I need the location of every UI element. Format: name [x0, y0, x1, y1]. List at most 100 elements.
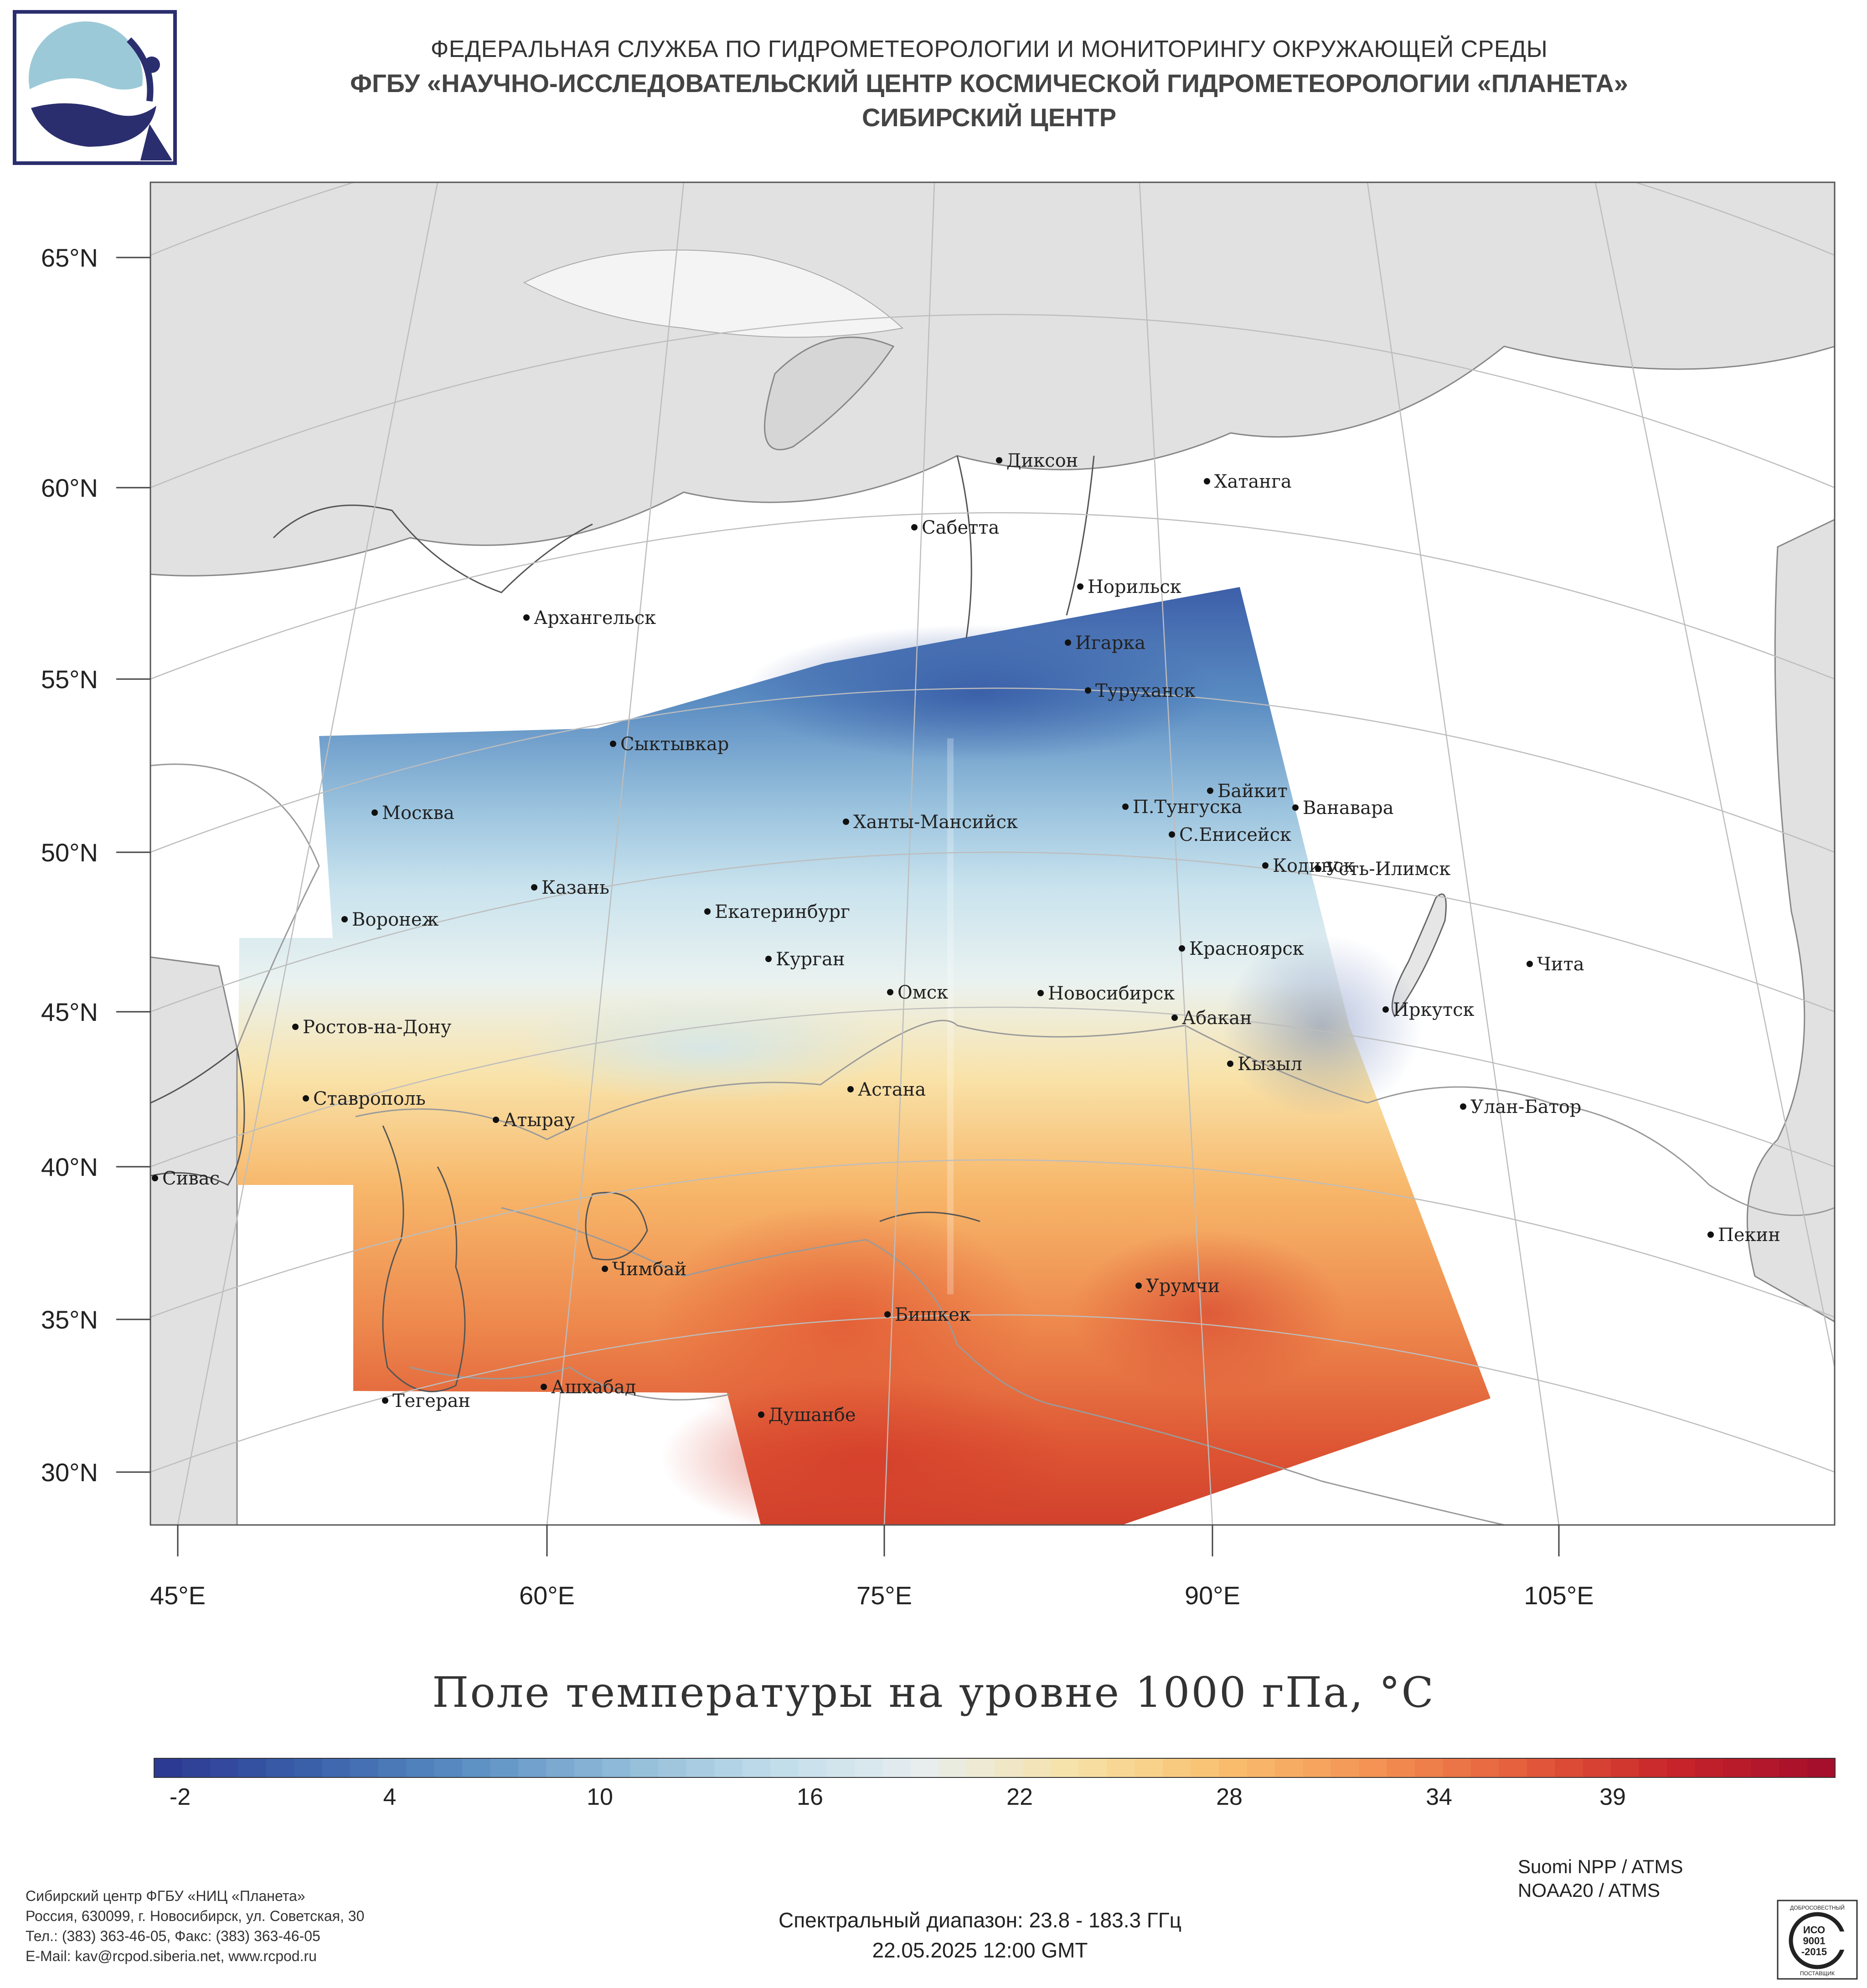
colorbar-segment	[1499, 1758, 1527, 1777]
coastlines	[150, 455, 1095, 1392]
lat-label: 30°N	[41, 1458, 98, 1487]
city-label: Сыктывкар	[620, 734, 729, 755]
footer-email: E-Mail: kav@rcpod.siberia.net, www.rcpod…	[26, 1948, 317, 1964]
warm-core-tarim	[1071, 1231, 1345, 1395]
city-marker: Чимбай	[602, 1259, 686, 1280]
colorbar-segment	[1667, 1758, 1696, 1777]
colorbar-segment	[770, 1758, 799, 1777]
observation-datetime: 22.05.2025 12:00 GMT	[872, 1938, 1088, 1962]
colorbar-segment	[266, 1758, 295, 1777]
arctic-islands	[523, 249, 904, 338]
city-label: Сивас	[162, 1168, 220, 1189]
lon-label: 45°E	[150, 1581, 206, 1610]
city-dot	[382, 1397, 388, 1404]
city-marker: Ванавара	[1292, 798, 1394, 819]
map-title: Поле температуры на уровне 1000 гПа, °C	[432, 1668, 1435, 1717]
colorbar-tick-label: 28	[1216, 1784, 1243, 1810]
colorbar-segment	[350, 1758, 379, 1777]
colorbar-segment	[910, 1758, 939, 1777]
city-dot	[1262, 862, 1269, 869]
northern-land	[150, 182, 1835, 577]
city-marker: Диксон	[996, 450, 1078, 471]
city-dot	[887, 989, 893, 995]
city-dot	[765, 956, 772, 962]
city-marker: Ханты-Мансийск	[843, 812, 1018, 833]
colorbar-segment	[1078, 1758, 1107, 1777]
colorbar-segment	[1191, 1758, 1219, 1777]
city-label: Москва	[382, 803, 454, 824]
city-dot	[1292, 804, 1299, 811]
colorbar-segment	[714, 1758, 743, 1777]
colorbar-segment	[826, 1758, 855, 1777]
city-marker: Игарка	[1065, 633, 1145, 654]
colorbar-segment	[1162, 1758, 1191, 1777]
iso-line-1: ИСО	[1803, 1924, 1825, 1936]
colorbar-segment	[742, 1758, 771, 1777]
colorbar-segment	[1135, 1758, 1163, 1777]
lat-label: 45°N	[41, 998, 98, 1026]
logo	[13, 10, 177, 165]
balkhash-coast	[879, 1211, 980, 1222]
warm-core-central-asia	[652, 1203, 1035, 1440]
colorbar-segment	[322, 1758, 351, 1777]
city-dot	[1179, 945, 1185, 952]
colorbar-segment	[1247, 1758, 1275, 1777]
city-marker: Архангельск	[523, 608, 656, 628]
colorbar-segment	[1443, 1758, 1471, 1777]
city-marker: Екатеринбург	[704, 901, 850, 922]
city-label: Душанбе	[768, 1405, 856, 1426]
city-dot	[1227, 1061, 1233, 1067]
colorbar-segment	[1387, 1758, 1415, 1777]
city-label: Норильск	[1088, 577, 1181, 597]
lon-label: 60°E	[519, 1581, 575, 1610]
white-sea-coast	[273, 505, 593, 593]
city-dot	[1077, 583, 1083, 590]
footer-address: Россия, 630099, г. Новосибирск, ул. Сове…	[26, 1908, 365, 1924]
city-marker: Омск	[887, 982, 948, 1003]
lon-label: 75°E	[856, 1581, 912, 1610]
city-marker: Казань	[531, 877, 609, 898]
city-marker: Ставрополь	[303, 1088, 426, 1109]
city-dot	[541, 1384, 547, 1390]
swath-seam	[947, 738, 954, 1294]
novaya-zemlya	[764, 336, 895, 451]
colorbar-segment	[658, 1758, 687, 1777]
axis-ticks	[116, 257, 1560, 1556]
city-marker: Душанбе	[758, 1405, 856, 1426]
colorbar-segment	[1359, 1758, 1387, 1777]
iso-line-3: -2015	[1801, 1946, 1827, 1957]
colorbar-tick-label: 4	[383, 1784, 397, 1810]
city-marker: Чита	[1527, 954, 1584, 975]
colorbar-segment	[1639, 1758, 1668, 1777]
city-label: Омск	[897, 982, 948, 1003]
city-dot	[602, 1266, 608, 1272]
colorbar-segment	[798, 1758, 827, 1777]
lat-label: 60°N	[41, 474, 98, 502]
iso-bottom-text: ПОСТАВЩИК	[1800, 1970, 1835, 1977]
black-sea-coast	[150, 1047, 245, 1186]
footer-contacts: Сибирский центр ФГБУ «НИЦ «Планета» Росс…	[26, 1886, 364, 1966]
colorbar-segment	[1303, 1758, 1331, 1777]
colorbar-segment	[1555, 1758, 1583, 1777]
city-marker: П.Тунгуска	[1122, 797, 1242, 818]
colorbar-segment	[1751, 1758, 1780, 1777]
colorbar-segment	[1415, 1758, 1444, 1777]
caspian-coast	[382, 1125, 466, 1392]
city-label: Ростов-на-Дону	[303, 1017, 452, 1038]
city-label: Иркутск	[1393, 999, 1475, 1020]
city-dot	[1037, 990, 1044, 996]
city-label: Урумчи	[1146, 1276, 1220, 1297]
colorbar-tick-label: 10	[587, 1784, 613, 1810]
colorbar-segment	[574, 1758, 603, 1777]
city-label: Красноярск	[1189, 938, 1304, 959]
colorbar-segment	[406, 1758, 435, 1777]
city-marker: Курган	[765, 949, 845, 970]
colorbar-tick-label: 16	[797, 1784, 823, 1810]
city-dot	[884, 1311, 891, 1318]
city-label: Кызыл	[1238, 1054, 1302, 1075]
city-marker: Норильск	[1077, 577, 1181, 597]
lon-label: 90°E	[1185, 1581, 1240, 1610]
city-marker: Астана	[847, 1079, 926, 1100]
city-label: Игарка	[1075, 633, 1145, 654]
colorbar-segment	[1527, 1758, 1556, 1777]
